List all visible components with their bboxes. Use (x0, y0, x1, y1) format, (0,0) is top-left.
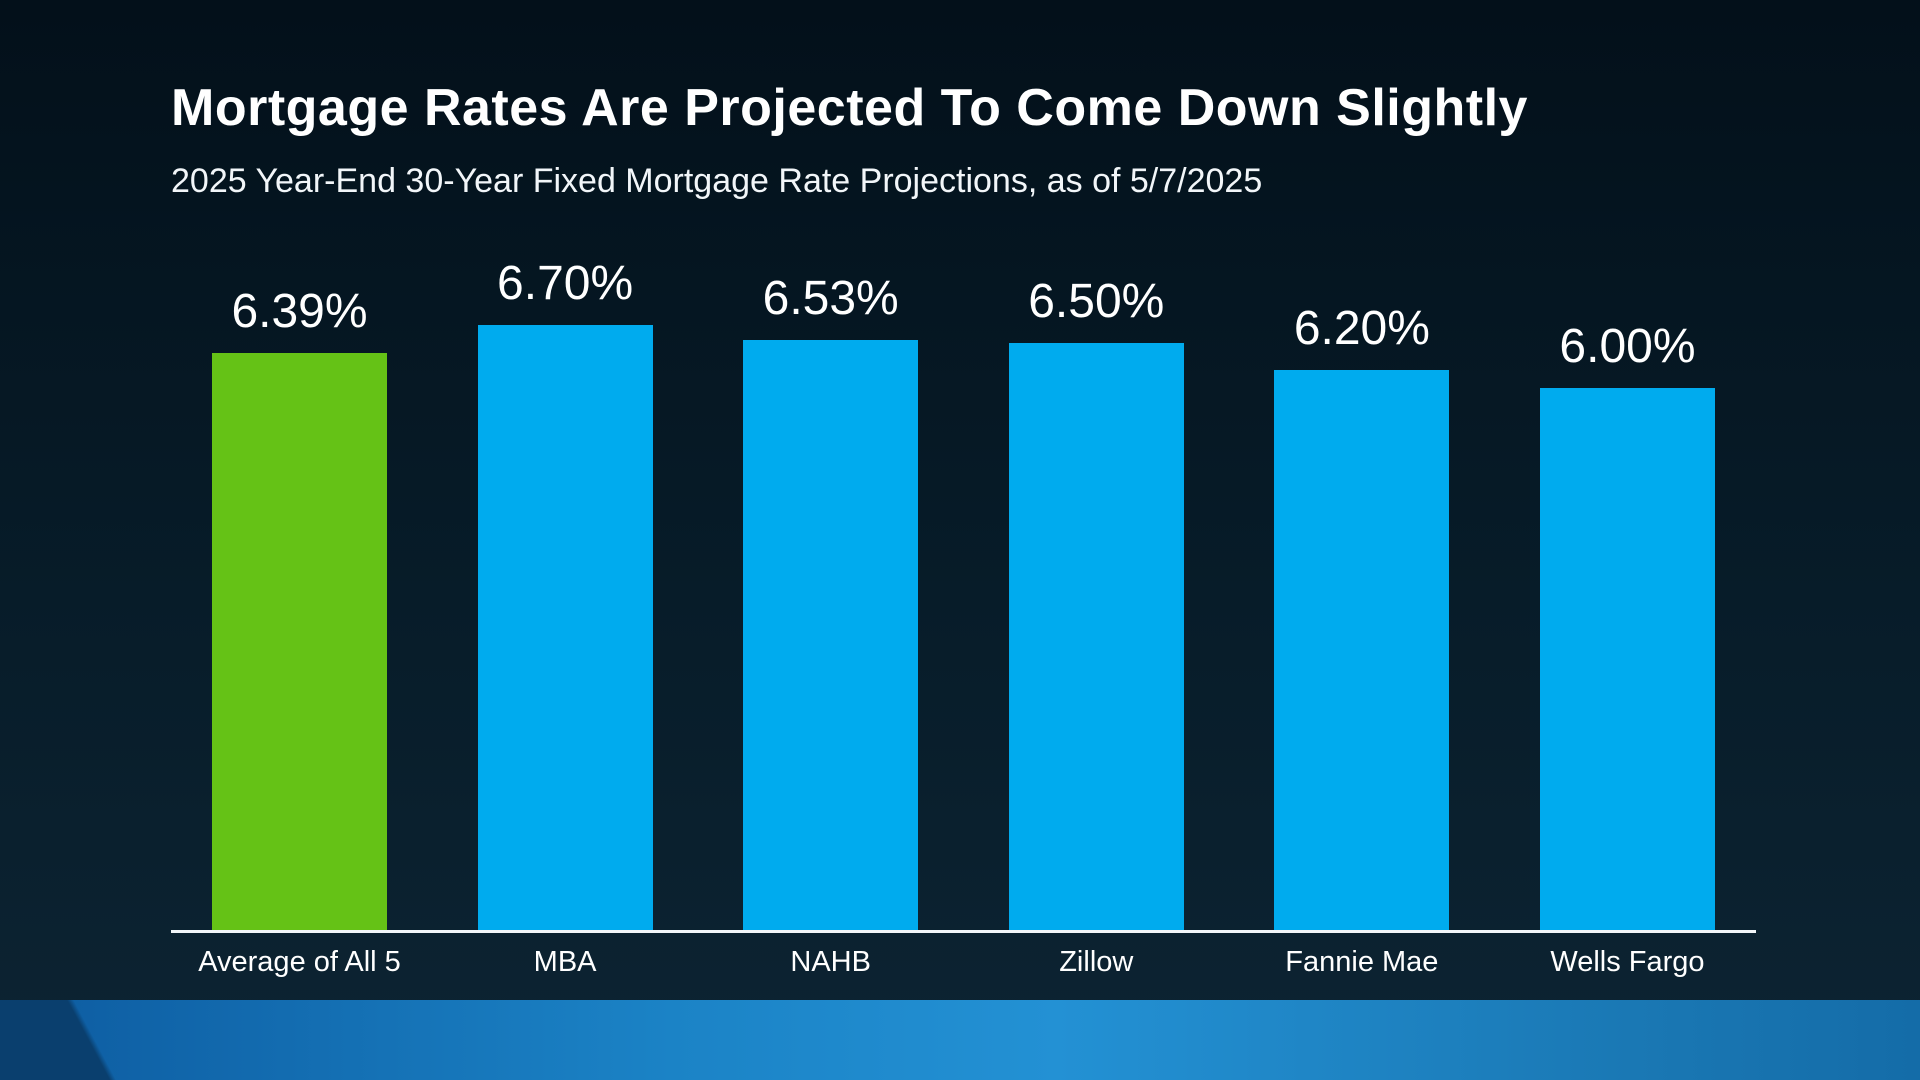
bar-category-label: Wells Fargo (1550, 946, 1705, 978)
category-cell: Zillow (1009, 946, 1184, 979)
bar-value-label: 6.50% (1028, 275, 1165, 328)
bar-value-label: 6.70% (497, 257, 634, 310)
bar-group: 6.39% (212, 284, 387, 930)
bar-group: 6.53% (743, 271, 919, 930)
bar (477, 325, 653, 930)
chart-header: Mortgage Rates Are Projected To Come Dow… (171, 78, 1528, 201)
category-cell: Fannie Mae (1274, 946, 1449, 979)
bar-category-label: MBA (533, 946, 597, 978)
bar-value-label: 6.00% (1559, 320, 1696, 373)
chart-title: Mortgage Rates Are Projected To Come Dow… (171, 79, 1528, 137)
footer-accent-band (0, 1000, 1920, 1080)
chart-subtitle: 2025 Year-End 30-Year Fixed Mortgage Rat… (171, 162, 1263, 200)
category-labels-row: Average of All 5 MBA NAHB Zillow Fannie Mae W… (171, 946, 1756, 979)
bar (1008, 343, 1184, 930)
bar-chart: 6.39% 6.70% 6.53% 6.50% 6.20% 6.00% Average o… (171, 200, 1756, 978)
bar-group: 6.20% (1274, 301, 1450, 930)
bar-category-label: NAHB (790, 946, 871, 978)
bar-group: 6.70% (477, 256, 653, 930)
bar-category-label: Zillow (1059, 946, 1134, 978)
bar-group: 6.50% (1008, 274, 1184, 930)
bar-category-label: Fannie Mae (1285, 946, 1439, 978)
category-cell: NAHB (743, 946, 918, 979)
bar-value-label: 6.53% (762, 272, 899, 325)
bar (1539, 388, 1715, 930)
x-axis-line (171, 930, 1756, 933)
bar (212, 353, 387, 930)
bar (743, 340, 919, 930)
bar-value-label: 6.20% (1293, 302, 1430, 355)
bar (1274, 370, 1450, 930)
bar-category-label: Average of All 5 (198, 946, 401, 978)
category-cell: MBA (478, 946, 653, 979)
category-cell: Wells Fargo (1540, 946, 1715, 979)
bar-group: 6.00% (1539, 319, 1715, 930)
bars-container: 6.39% 6.70% 6.53% 6.50% 6.20% 6.00% (171, 200, 1756, 930)
category-cell: Average of All 5 (198, 946, 401, 979)
bar-value-label: 6.39% (231, 285, 368, 338)
